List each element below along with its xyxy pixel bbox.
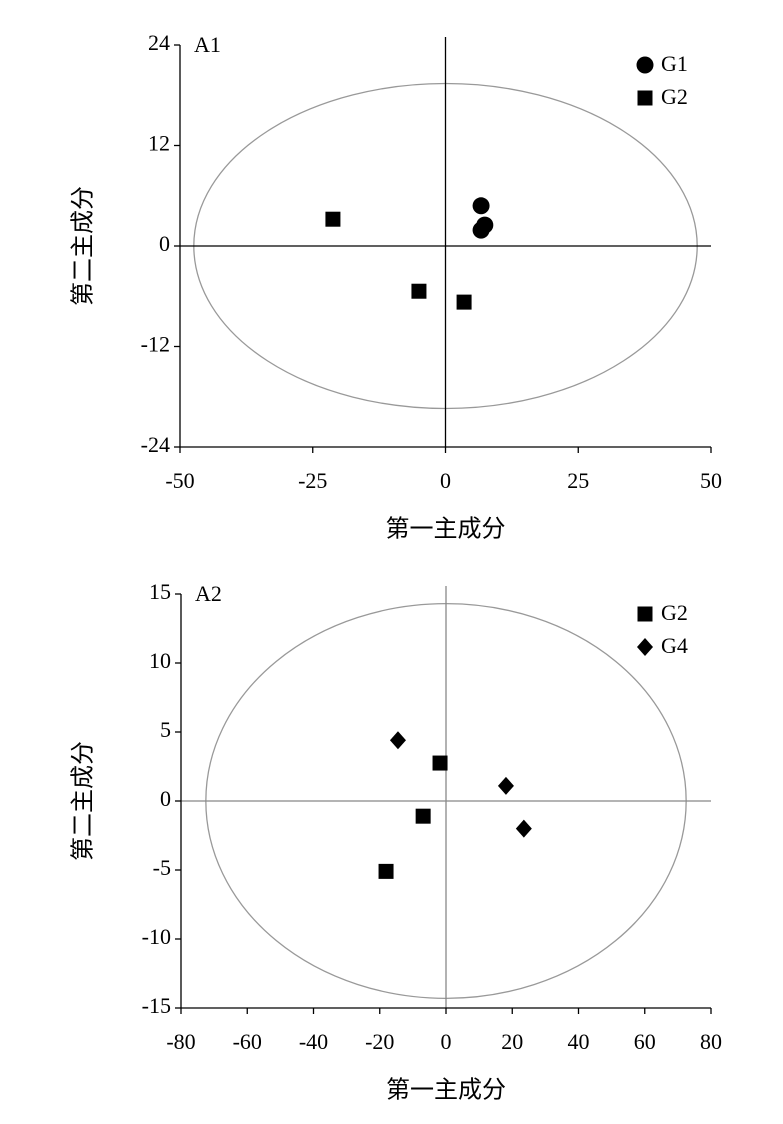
panel-label: A1	[194, 32, 221, 57]
point	[432, 755, 448, 771]
x-tick-label: 50	[700, 468, 722, 493]
y-tick-label: 12	[148, 131, 170, 156]
y-tick-label: 0	[159, 231, 170, 256]
point	[325, 211, 341, 227]
point	[378, 863, 394, 879]
y-tick-label: 0	[160, 786, 171, 811]
point	[472, 221, 490, 239]
x-tick-label: -50	[165, 468, 194, 493]
legend-marker	[637, 606, 653, 622]
y-axis-label: 第二主成分	[70, 186, 97, 306]
x-tick-label: -40	[299, 1029, 328, 1054]
legend-label: G1	[661, 51, 688, 76]
x-tick-label: -60	[233, 1029, 262, 1054]
y-tick-label: -12	[141, 332, 170, 357]
y-tick-label: 24	[148, 30, 170, 55]
x-axis-label: 第一主成分	[386, 516, 506, 543]
y-tick-label: 10	[149, 648, 171, 673]
point	[389, 731, 406, 750]
y-tick-label: -5	[153, 855, 171, 880]
point	[515, 819, 532, 838]
point	[472, 197, 490, 215]
x-tick-label: 60	[634, 1029, 656, 1054]
legend-label: G2	[661, 84, 688, 109]
point	[415, 808, 431, 824]
y-tick-label: -10	[142, 924, 171, 949]
x-tick-label: -80	[166, 1029, 195, 1054]
legend-marker	[636, 56, 654, 74]
y-tick-label: -24	[141, 432, 170, 457]
y-axis-label: 第二主成分	[70, 741, 97, 861]
y-tick-label: -15	[142, 993, 171, 1018]
x-tick-label: -20	[365, 1029, 394, 1054]
x-tick-label: 40	[568, 1029, 590, 1054]
point	[411, 283, 427, 299]
legend-label: G2	[661, 600, 688, 625]
x-tick-label: 20	[501, 1029, 523, 1054]
x-tick-label: 0	[441, 1029, 452, 1054]
point	[456, 294, 472, 310]
point	[497, 776, 514, 795]
panel-label: A2	[195, 581, 222, 606]
y-tick-label: 5	[160, 717, 171, 742]
legend-marker	[637, 638, 653, 656]
legend-marker	[637, 90, 653, 106]
x-tick-label: -25	[298, 468, 327, 493]
legend-label: G4	[661, 633, 688, 658]
y-tick-label: 15	[149, 579, 171, 604]
x-tick-label: 80	[700, 1029, 722, 1054]
x-tick-label: 0	[440, 468, 451, 493]
x-tick-label: 25	[567, 468, 589, 493]
x-axis-label: 第一主成分	[386, 1077, 506, 1104]
